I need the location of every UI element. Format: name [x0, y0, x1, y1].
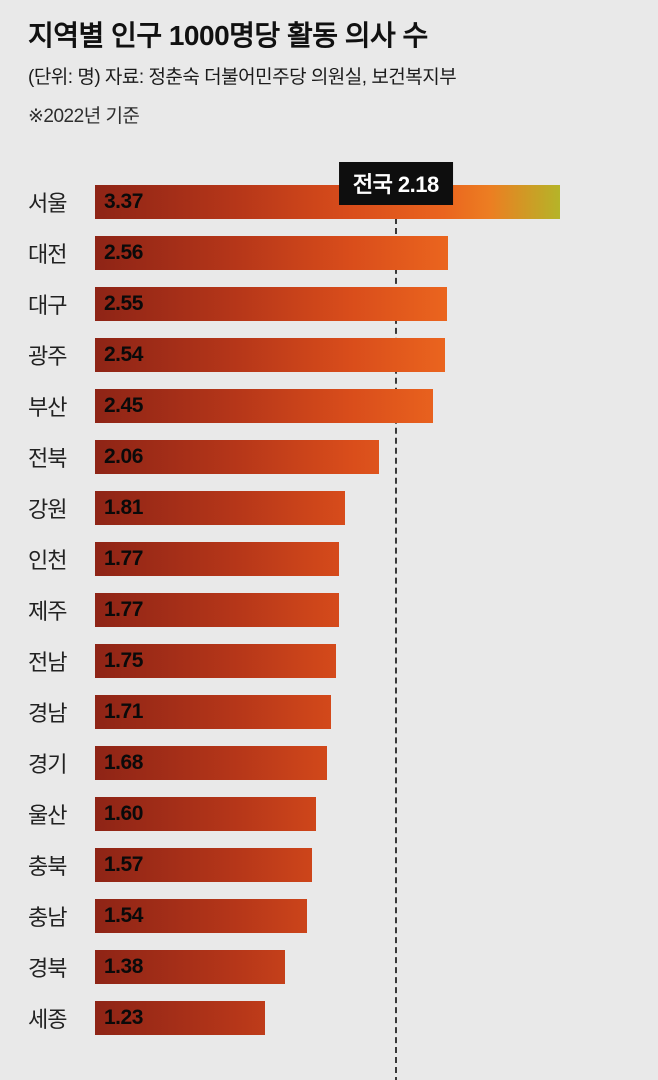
- value-label: 1.23: [104, 1005, 143, 1029]
- value-label: 2.56: [104, 240, 143, 264]
- chart-source: (단위: 명) 자료: 정춘숙 더불어민주당 의원실, 보건복지부: [28, 67, 457, 88]
- category-label: 경기: [28, 751, 67, 777]
- bar-area: 1.71: [95, 694, 560, 729]
- bar-area: 1.23: [95, 1000, 560, 1035]
- bar: 1.60: [95, 796, 316, 831]
- category-label: 서울: [28, 190, 67, 216]
- chart-row: 경북 1.38: [28, 941, 630, 992]
- value-label: 1.81: [104, 495, 143, 519]
- category-label: 전북: [28, 445, 67, 471]
- category-label: 광주: [28, 343, 67, 369]
- value-label: 2.54: [104, 342, 143, 366]
- chart-row: 전북 2.06: [28, 431, 630, 482]
- chart-row: 부산 2.45: [28, 380, 630, 431]
- value-label: 1.57: [104, 852, 143, 876]
- bar: 1.38: [95, 949, 286, 984]
- bar-chart: 전국 2.18 서울 3.37 대전 2.56 대구 2.55 광주 2.54 부산 2.45 전북…: [28, 162, 630, 1080]
- chart-row: 전남 1.75: [28, 635, 630, 686]
- bar-area: 1.54: [95, 898, 560, 933]
- chart-row: 울산 1.60: [28, 788, 630, 839]
- chart-row: 제주 1.77: [28, 584, 630, 635]
- chart-note: ※2022년 기준: [28, 106, 140, 127]
- bar-area: 2.45: [95, 388, 560, 423]
- bar-area: 2.54: [95, 337, 560, 372]
- category-label: 대전: [28, 241, 67, 267]
- bar: 1.77: [95, 541, 340, 576]
- bar: 2.45: [95, 388, 434, 423]
- bar: 1.23: [95, 1000, 265, 1035]
- bar: 2.06: [95, 439, 380, 474]
- category-label: 인천: [28, 547, 67, 573]
- chart-row: 충남 1.54: [28, 890, 630, 941]
- chart-row: 서울 3.37: [28, 176, 630, 227]
- value-label: 1.77: [104, 546, 143, 570]
- value-label: 2.06: [104, 444, 143, 468]
- reference-dashed-line: [394, 198, 397, 1080]
- value-label: 1.75: [104, 648, 143, 672]
- chart-row: 경기 1.68: [28, 737, 630, 788]
- chart-row: 경남 1.71: [28, 686, 630, 737]
- page-title: 지역별 인구 1000명당 활동 의사 수: [28, 20, 428, 51]
- category-label: 부산: [28, 394, 67, 420]
- chart-row: 인천 1.77: [28, 533, 630, 584]
- value-label: 1.54: [104, 903, 143, 927]
- category-label: 충북: [28, 853, 67, 879]
- value-label: 1.60: [104, 801, 143, 825]
- category-label: 제주: [28, 598, 67, 624]
- bar: 2.56: [95, 235, 449, 270]
- bar-area: 1.77: [95, 592, 560, 627]
- category-label: 경북: [28, 955, 67, 981]
- value-label: 1.68: [104, 750, 143, 774]
- bar: 1.57: [95, 847, 312, 882]
- category-label: 충남: [28, 904, 67, 930]
- value-label: 2.55: [104, 291, 143, 315]
- bar: 1.75: [95, 643, 337, 678]
- category-label: 경남: [28, 700, 67, 726]
- bar-area: 1.60: [95, 796, 560, 831]
- bar-area: 1.77: [95, 541, 560, 576]
- value-label: 1.71: [104, 699, 143, 723]
- category-label: 전남: [28, 649, 67, 675]
- category-label: 세종: [28, 1006, 67, 1032]
- bar-area: 1.81: [95, 490, 560, 525]
- bar: 1.81: [95, 490, 345, 525]
- value-label: 1.77: [104, 597, 143, 621]
- value-label: 3.37: [104, 189, 143, 213]
- bar: 2.54: [95, 337, 446, 372]
- bar: 3.37: [95, 184, 560, 219]
- bar-area: 2.06: [95, 439, 560, 474]
- chart-row: 광주 2.54: [28, 329, 630, 380]
- national-average-badge: 전국 2.18: [338, 162, 453, 205]
- bar: 1.54: [95, 898, 308, 933]
- chart-header: 지역별 인구 1000명당 활동 의사 수 (단위: 명) 자료: 정춘숙 더불…: [28, 18, 630, 128]
- bar-area: 3.37: [95, 184, 560, 219]
- bar-area: 1.57: [95, 847, 560, 882]
- bar-area: 2.55: [95, 286, 560, 321]
- bar-rows: 서울 3.37 대전 2.56 대구 2.55 광주 2.54 부산 2.45 전북 2.06 강원 1.…: [28, 176, 630, 1043]
- chart-row: 세종 1.23: [28, 992, 630, 1043]
- value-label: 2.45: [104, 393, 143, 417]
- bar-area: 2.56: [95, 235, 560, 270]
- bar: 1.77: [95, 592, 340, 627]
- bar-area: 1.68: [95, 745, 560, 780]
- bar-area: 1.38: [95, 949, 560, 984]
- bar: 1.71: [95, 694, 331, 729]
- bar-area: 1.75: [95, 643, 560, 678]
- category-label: 강원: [28, 496, 67, 522]
- chart-row: 대전 2.56: [28, 227, 630, 278]
- chart-row: 대구 2.55: [28, 278, 630, 329]
- chart-row: 강원 1.81: [28, 482, 630, 533]
- chart-row: 충북 1.57: [28, 839, 630, 890]
- bar: 2.55: [95, 286, 447, 321]
- bar: 1.68: [95, 745, 327, 780]
- category-label: 대구: [28, 292, 67, 318]
- value-label: 1.38: [104, 954, 143, 978]
- category-label: 울산: [28, 802, 67, 828]
